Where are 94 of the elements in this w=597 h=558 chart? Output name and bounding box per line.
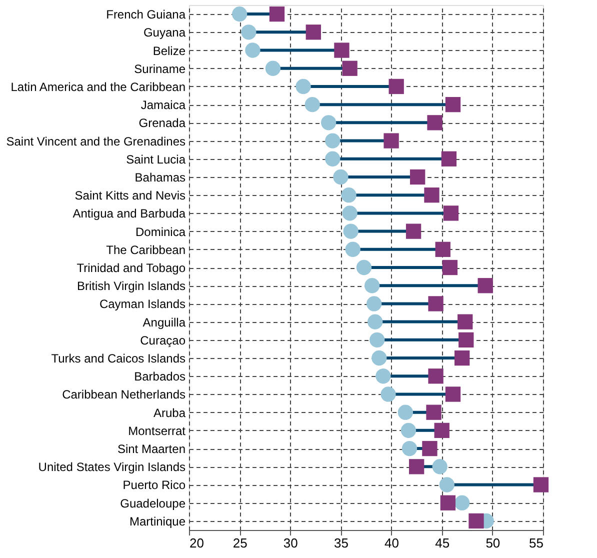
point xyxy=(343,224,358,239)
point xyxy=(454,350,470,366)
y-tick-label: Guyana xyxy=(143,26,186,40)
point xyxy=(384,133,399,148)
point xyxy=(245,42,260,58)
point xyxy=(325,151,340,166)
point xyxy=(376,368,391,384)
point xyxy=(320,115,336,130)
y-tick-label: Aruba xyxy=(153,406,186,420)
x-tick-label: 20 xyxy=(190,536,204,550)
point xyxy=(406,224,422,239)
point xyxy=(426,404,442,420)
point xyxy=(424,188,440,203)
point xyxy=(333,169,348,185)
point xyxy=(408,459,424,474)
point xyxy=(400,422,416,438)
point xyxy=(454,495,470,510)
y-tick-label: British Virgin Islands xyxy=(77,279,186,294)
point xyxy=(398,404,414,420)
point xyxy=(443,206,459,221)
point xyxy=(434,422,450,438)
point xyxy=(341,188,356,203)
point xyxy=(428,296,444,312)
y-tick-label: Grenada xyxy=(138,116,186,130)
x-tick-label: 30 xyxy=(283,536,298,550)
y-tick-label: United States Virgin Islands xyxy=(38,460,186,474)
point xyxy=(432,459,448,474)
y-tick-label: Turks and Caicos Islands xyxy=(51,352,186,366)
point xyxy=(366,296,382,312)
y-tick-label: Anguilla xyxy=(142,315,186,330)
point xyxy=(342,60,358,76)
point xyxy=(232,6,248,22)
y-tick-label: Guadeloupe xyxy=(120,496,186,510)
y-tick-label: Trinidad and Tobago xyxy=(76,261,186,275)
point xyxy=(440,495,456,510)
point xyxy=(478,278,493,294)
point xyxy=(402,440,418,456)
point xyxy=(265,60,281,76)
point xyxy=(370,332,385,348)
y-tick-label: Puerto Rico xyxy=(122,478,186,492)
y-tick-label: Cayman Islands xyxy=(99,297,186,312)
y-tick-label: Suriname xyxy=(134,62,186,76)
point xyxy=(410,169,426,185)
point xyxy=(441,151,457,166)
x-tick-label: 40 xyxy=(384,536,400,550)
y-tick-label: Barbados xyxy=(134,370,186,384)
point xyxy=(439,477,454,492)
point xyxy=(334,42,350,58)
point xyxy=(458,314,473,330)
x-tick-label: 25 xyxy=(232,536,248,550)
point xyxy=(442,260,458,276)
point xyxy=(468,513,484,529)
y-tick-label: Martinique xyxy=(129,514,186,528)
point xyxy=(422,440,438,456)
point xyxy=(368,314,383,330)
y-tick-label: Curaçao xyxy=(140,333,186,348)
y-tick-label: Sint Maarten xyxy=(117,442,186,456)
y-tick-label: Antigua and Barbuda xyxy=(72,206,186,221)
y-tick-label: Latin America and the Caribbean xyxy=(10,80,186,94)
point xyxy=(269,6,285,22)
y-tick-label: Saint Vincent and the Grenadines xyxy=(6,134,186,148)
point xyxy=(372,350,387,366)
x-tick-label: 50 xyxy=(486,536,500,550)
point xyxy=(296,78,311,94)
x-tick-label: 45 xyxy=(435,536,450,550)
point xyxy=(356,260,372,276)
point xyxy=(380,386,396,402)
y-tick-label: Saint Lucia xyxy=(126,152,186,166)
y-tick-label: French Guiana xyxy=(106,8,186,22)
x-tick-label: 55 xyxy=(529,536,544,550)
point xyxy=(445,96,461,112)
point xyxy=(364,278,380,294)
point xyxy=(325,133,340,148)
y-tick-label: Saint Kitts and Nevis xyxy=(74,188,186,203)
point xyxy=(445,386,461,402)
point xyxy=(458,332,474,348)
y-tick-label: The Caribbean xyxy=(106,242,186,257)
point xyxy=(304,97,320,112)
y-tick-label: Dominica xyxy=(135,224,186,239)
point xyxy=(435,242,450,257)
point xyxy=(241,24,256,40)
point xyxy=(533,477,549,492)
point xyxy=(428,368,444,384)
x-tick-label: 35 xyxy=(334,536,348,550)
point xyxy=(345,242,360,257)
y-tick-label: Caribbean Netherlands xyxy=(62,388,186,402)
y-tick-label: Montserrat xyxy=(128,424,186,438)
y-tick-label: Jamaica xyxy=(140,98,186,112)
point xyxy=(427,115,442,130)
y-tick-label: Belize xyxy=(152,44,186,58)
point xyxy=(342,206,358,221)
point xyxy=(388,78,404,94)
point xyxy=(306,24,321,40)
y-tick-label: Bahamas xyxy=(134,170,186,184)
